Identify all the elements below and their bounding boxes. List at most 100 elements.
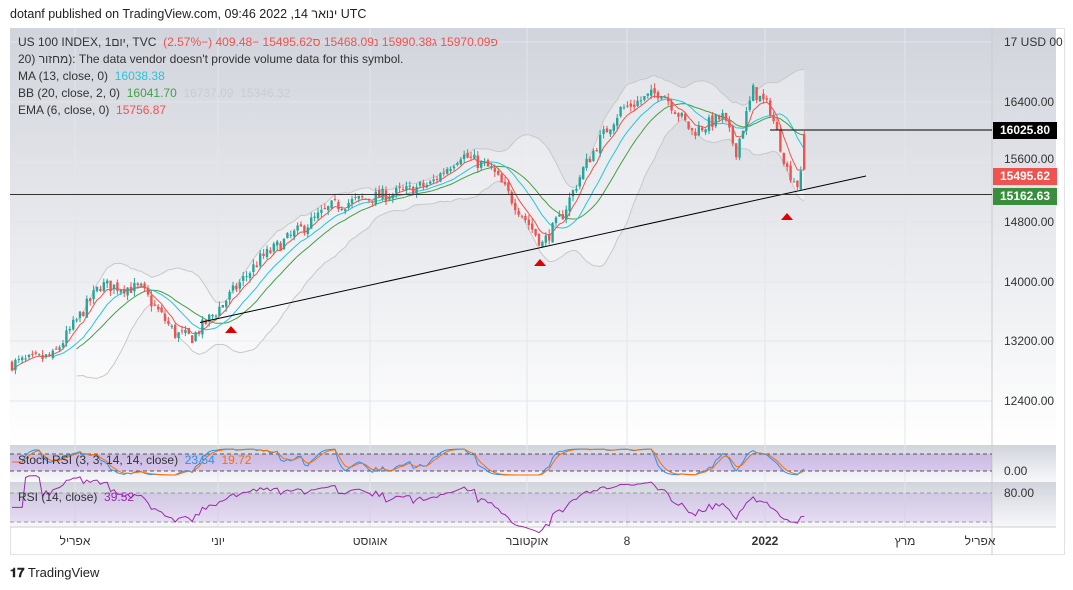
candle-body [796, 180, 799, 188]
candle-body [204, 319, 207, 324]
candle-body [167, 320, 170, 324]
publish-header: dotanf published on TradingView.com, 09:… [10, 7, 367, 21]
stoch-legend[interactable]: Stoch RSI (3, 3, 14, 14, close) 23.54 19… [18, 453, 251, 467]
candle-body [306, 227, 309, 234]
candle-body [707, 117, 711, 131]
candle-body [663, 97, 666, 99]
candle-body [228, 291, 231, 300]
close-value: 15495.62 [262, 35, 313, 49]
price-tick: 16400.00 [1004, 95, 1055, 109]
candle-body [554, 217, 558, 224]
rsi-band [10, 493, 992, 522]
candle-body [690, 128, 694, 131]
rsi-label: RSI (14, close) [18, 490, 98, 504]
candle-body [68, 328, 71, 331]
candle-body [500, 174, 503, 183]
candle-body [619, 107, 622, 117]
candle-body [150, 295, 153, 307]
candle-body [313, 216, 316, 218]
candle-body [626, 105, 629, 107]
candle-body [211, 314, 214, 317]
low-label: נ [373, 35, 379, 49]
candle-body [646, 93, 649, 96]
candle-body [242, 276, 245, 281]
candle-body [44, 354, 48, 358]
candle-body [568, 197, 571, 212]
ema-legend[interactable]: EMA (6, close, 0) 15756.87 [18, 103, 166, 117]
price-tick: 14800.00 [1004, 215, 1055, 229]
price-tick: 12400.00 [1004, 394, 1055, 408]
candle-body [480, 161, 483, 168]
candle-body [255, 265, 258, 267]
candle-body [316, 212, 320, 219]
candle-body [286, 233, 289, 239]
candle-body [344, 209, 347, 212]
last-price-tag: 15495.62 [993, 168, 1057, 185]
price-tick: 15600.00 [1004, 152, 1055, 166]
candle-body [490, 166, 493, 168]
candle-body [629, 103, 632, 107]
candle-body [34, 352, 37, 354]
candle-body [170, 325, 173, 327]
ma-legend[interactable]: MA (13, close, 0) 16038.38 [18, 69, 165, 83]
rsi-value: 39.52 [104, 490, 135, 504]
candle-body [378, 189, 381, 198]
candle-body [361, 196, 364, 198]
stoch-k: 23.54 [184, 453, 215, 467]
candle-body [507, 182, 510, 191]
candle-body [514, 202, 517, 211]
candle-body [582, 167, 585, 180]
candle-body [701, 127, 704, 131]
candle-body [398, 186, 401, 189]
candle-body [293, 230, 296, 237]
candle-body [571, 190, 575, 197]
candle-body [129, 286, 133, 293]
candle-body [687, 121, 690, 129]
candle-body [310, 217, 313, 229]
candle-body [126, 287, 129, 296]
candle-body [704, 129, 707, 133]
candle-body [446, 169, 449, 174]
candle-body [578, 177, 581, 187]
candle-body [262, 253, 265, 257]
candle-body [330, 200, 333, 209]
tradingview-logo[interactable]: 𝟏𝟕 TradingView [10, 565, 99, 581]
candle-body [602, 129, 605, 135]
candle-body [558, 214, 561, 217]
candle-body [585, 158, 588, 168]
time-label: 2022 [751, 534, 779, 548]
candle-body [748, 100, 751, 110]
candle-body [605, 128, 609, 133]
candle-body [58, 347, 61, 350]
rsi-axis-label: 80.00 [1004, 486, 1035, 500]
candle-body [799, 171, 802, 190]
candle-body [524, 215, 527, 221]
candle-body [636, 100, 639, 107]
bb-lower: 15346.32 [240, 86, 291, 100]
candle-body [180, 330, 184, 332]
candle-body [265, 248, 269, 258]
candle-body [191, 335, 194, 344]
symbol-name[interactable]: US 100 INDEX, 1יום, TVC [18, 35, 157, 49]
candle-body [728, 119, 731, 128]
candle-body [711, 115, 714, 127]
candle-body [374, 191, 377, 205]
candle-body [792, 181, 796, 183]
candle-body [323, 207, 326, 209]
symbol-legend: US 100 INDEX, 1יום, TVC פ15970.09 ג15990… [18, 35, 498, 49]
bb-basis: 16041.70 [126, 86, 177, 100]
candle-body [218, 306, 221, 316]
candle-body [731, 126, 734, 144]
rsi-legend[interactable]: RSI (14, close) 39.52 [18, 490, 134, 504]
candle-body [388, 197, 391, 200]
candle-body [432, 179, 435, 182]
ma-value: 16038.38 [114, 69, 165, 83]
candle-body [772, 114, 775, 122]
candle-body [459, 159, 462, 165]
ema-label: EMA (6, close, 0) [18, 103, 110, 117]
high-label: ג [431, 35, 438, 49]
brand-name: TradingView [27, 565, 100, 580]
currency-label: 17 USD 00 [1004, 35, 1063, 49]
bb-legend[interactable]: BB (20, close, 2, 0) 16041.70 16737.09 1… [18, 86, 290, 100]
